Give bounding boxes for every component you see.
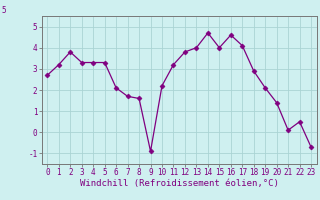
Text: 5: 5 (2, 6, 6, 15)
X-axis label: Windchill (Refroidissement éolien,°C): Windchill (Refroidissement éolien,°C) (80, 179, 279, 188)
